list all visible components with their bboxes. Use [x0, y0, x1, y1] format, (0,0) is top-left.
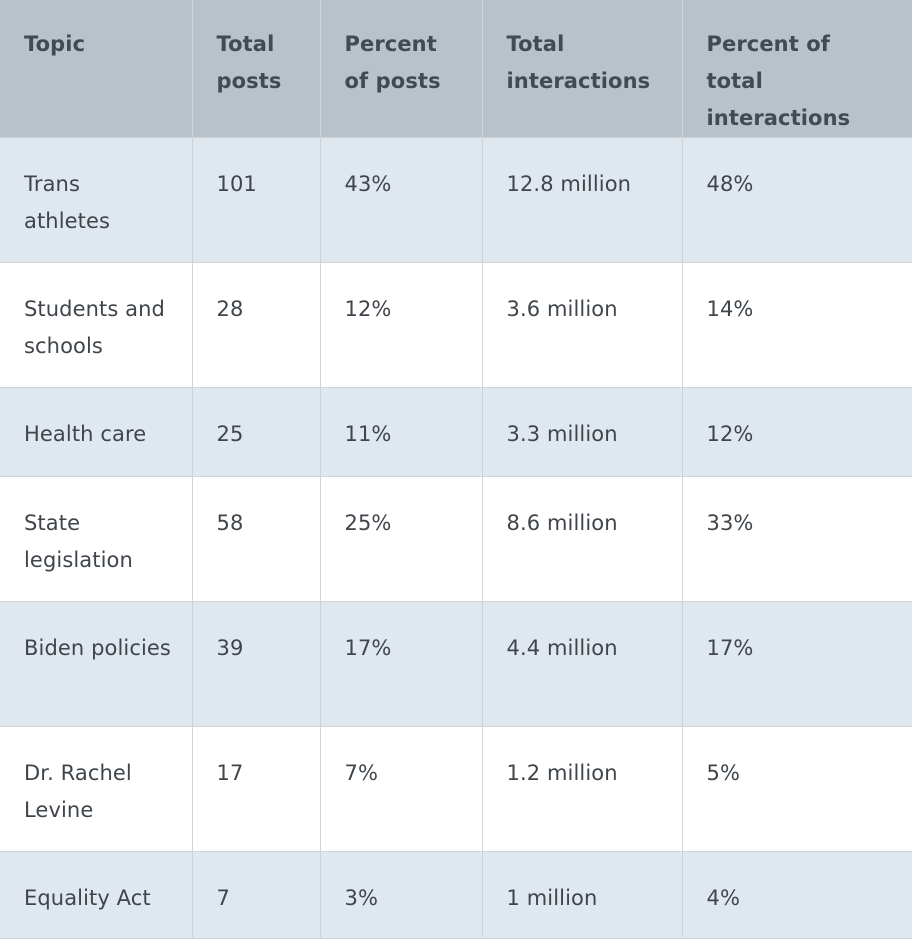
table-row: State legislation 58 25% 8.6 million 33%: [0, 476, 912, 602]
cell-percent-of-posts: 3%: [319, 851, 483, 939]
table-row: Biden policies 39 17% 4.4 million 17%: [0, 601, 912, 727]
cell-percent-of-posts: 17%: [319, 601, 483, 727]
cell-percent-of-posts: 12%: [319, 262, 483, 388]
table-row: Equality Act 7 3% 1 million 4%: [0, 851, 912, 939]
cell-percent-of-total-interactions: 48%: [681, 137, 912, 263]
header-total-interactions: Total interactions: [481, 0, 683, 138]
cell-topic: Dr. Rachel Levine: [0, 726, 193, 852]
cell-percent-of-total-interactions: 5%: [681, 726, 912, 852]
cell-percent-of-posts: 7%: [319, 726, 483, 852]
cell-percent-of-total-interactions: 33%: [681, 476, 912, 602]
cell-topic: Biden policies: [0, 601, 193, 727]
header-row: Topic Total posts Percent of posts Total…: [0, 0, 912, 138]
table-row: Dr. Rachel Levine 17 7% 1.2 million 5%: [0, 726, 912, 852]
cell-topic: Trans athletes: [0, 137, 193, 263]
cell-topic: Students and schools: [0, 262, 193, 388]
cell-total-posts: 39: [191, 601, 321, 727]
cell-total-interactions: 3.6 million: [481, 262, 683, 388]
table-row: Health care 25 11% 3.3 million 12%: [0, 387, 912, 477]
cell-total-posts: 58: [191, 476, 321, 602]
table-header: Topic Total posts Percent of posts Total…: [0, 0, 912, 138]
cell-topic: State legislation: [0, 476, 193, 602]
table-row: Trans athletes 101 43% 12.8 million 48%: [0, 137, 912, 263]
cell-total-posts: 28: [191, 262, 321, 388]
cell-percent-of-total-interactions: 12%: [681, 387, 912, 477]
cell-total-interactions: 1 million: [481, 851, 683, 939]
cell-total-interactions: 3.3 million: [481, 387, 683, 477]
cell-percent-of-total-interactions: 14%: [681, 262, 912, 388]
cell-total-interactions: 12.8 million: [481, 137, 683, 263]
table-row: Students and schools 28 12% 3.6 million …: [0, 262, 912, 388]
cell-total-interactions: 1.2 million: [481, 726, 683, 852]
cell-total-interactions: 4.4 million: [481, 601, 683, 727]
header-percent-of-total-interactions: Percent of total interactions: [681, 0, 912, 138]
cell-percent-of-total-interactions: 4%: [681, 851, 912, 939]
cell-topic: Equality Act: [0, 851, 193, 939]
cell-percent-of-posts: 43%: [319, 137, 483, 263]
table-body: Trans athletes 101 43% 12.8 million 48% …: [0, 137, 912, 939]
cell-total-posts: 7: [191, 851, 321, 939]
cell-percent-of-posts: 25%: [319, 476, 483, 602]
cell-total-posts: 17: [191, 726, 321, 852]
cell-total-interactions: 8.6 million: [481, 476, 683, 602]
cell-percent-of-total-interactions: 17%: [681, 601, 912, 727]
cell-percent-of-posts: 11%: [319, 387, 483, 477]
cell-topic: Health care: [0, 387, 193, 477]
cell-total-posts: 25: [191, 387, 321, 477]
header-percent-of-posts: Percent of posts: [319, 0, 483, 138]
header-topic: Topic: [0, 0, 193, 138]
cell-total-posts: 101: [191, 137, 321, 263]
header-total-posts: Total posts: [191, 0, 321, 138]
